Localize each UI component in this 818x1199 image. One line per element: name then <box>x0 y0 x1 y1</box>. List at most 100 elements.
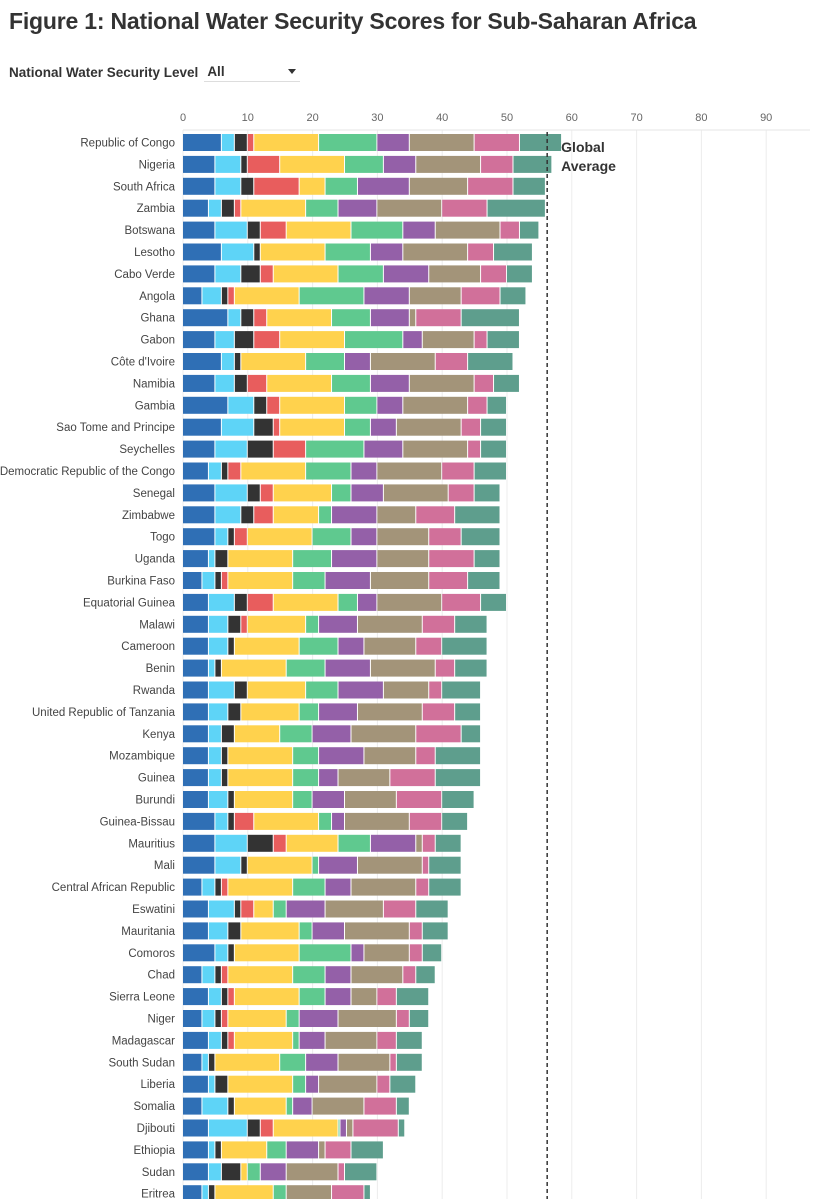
bar-segment <box>208 1053 215 1071</box>
bar-segment <box>215 550 228 568</box>
bar-segment <box>221 1141 267 1159</box>
bar-segment <box>208 637 228 655</box>
bar-segment <box>325 966 351 984</box>
bar-segment <box>183 1010 202 1027</box>
bar-segment <box>215 506 241 524</box>
bar-segment <box>254 177 299 195</box>
bar-segment <box>409 309 416 327</box>
bar-segment <box>183 1185 202 1199</box>
bar-segment <box>221 134 234 151</box>
bar-segment <box>215 1010 221 1027</box>
bar-segment <box>507 265 532 283</box>
bar-segment <box>234 287 299 305</box>
bar-segment <box>234 134 247 151</box>
bar-segment <box>260 243 325 261</box>
bar-segment <box>183 506 215 524</box>
bar-row: Sudan <box>142 1163 377 1181</box>
bar-segment <box>208 681 234 699</box>
bar-segment <box>319 703 357 721</box>
bar-segment <box>377 1031 396 1049</box>
bar-segment <box>215 484 247 502</box>
bar-segment <box>513 177 545 195</box>
bar-segment <box>500 287 526 305</box>
bar-row: United Republic of Tanzania <box>32 703 481 721</box>
bar-segment <box>351 528 377 546</box>
bar-segment <box>247 1163 260 1181</box>
bar-segment <box>228 922 241 940</box>
bar-row: Malawi <box>139 615 487 633</box>
country-label: Uganda <box>135 554 176 566</box>
bar-segment <box>370 572 429 589</box>
bar-segment <box>286 1141 319 1159</box>
bar-segment <box>183 134 221 151</box>
country-label: Namibia <box>133 378 176 390</box>
bar-segment <box>208 659 215 677</box>
bar-segment <box>325 243 370 261</box>
bar-segment <box>312 922 344 940</box>
country-label: South Africa <box>113 181 176 193</box>
country-label: Cameroon <box>121 641 175 653</box>
x-tick-label: 0 <box>180 112 186 124</box>
bar-row: Mali <box>154 856 461 874</box>
dropdown-selected-value: All <box>207 64 225 79</box>
bar-segment <box>422 944 442 962</box>
bar-segment <box>351 1141 383 1159</box>
bar-segment <box>183 1031 208 1049</box>
security-level-dropdown[interactable]: All <box>204 62 301 82</box>
bar-segment <box>183 681 208 699</box>
bar-segment <box>325 1031 377 1049</box>
bar-segment <box>215 966 221 984</box>
bar-segment <box>332 506 377 524</box>
country-label: Gabon <box>140 335 175 347</box>
bar-segment <box>364 637 416 655</box>
bar-segment <box>234 988 299 1006</box>
bar-segment <box>306 462 351 480</box>
bar-segment <box>416 900 448 918</box>
bar-segment <box>241 615 247 633</box>
bar-segment <box>247 615 306 633</box>
bar-segment <box>409 177 468 195</box>
country-label: Eritrea <box>141 1189 175 1199</box>
bar-segment <box>325 177 357 195</box>
bar-segment <box>215 944 228 962</box>
bar-segment <box>422 703 455 721</box>
bar-segment <box>325 988 351 1006</box>
bar-segment <box>422 331 474 349</box>
bar-segment <box>383 265 429 283</box>
bar-row: Central African Republic <box>52 878 461 896</box>
bar-segment <box>202 966 215 984</box>
bar-segment <box>299 944 351 962</box>
bar-segment <box>435 353 468 370</box>
bar-segment <box>215 834 247 852</box>
bar-segment <box>370 243 403 261</box>
bar-segment <box>357 856 422 874</box>
bar-segment <box>234 199 241 217</box>
bar-segment <box>338 1163 344 1181</box>
bar-segment <box>312 528 351 546</box>
bar-segment <box>364 440 403 458</box>
bar-row: Sierra Leone <box>109 988 429 1006</box>
bar-segment <box>202 1097 228 1115</box>
bar-segment <box>183 396 228 414</box>
bar-row: Kenya <box>142 725 481 743</box>
bar-segment <box>332 812 344 830</box>
bar-segment <box>442 791 474 808</box>
bar-segment <box>183 331 215 349</box>
bar-segment <box>416 309 461 327</box>
x-tick-label: 50 <box>501 112 513 124</box>
bar-segment <box>183 988 208 1006</box>
country-label: Democratic Republic of the Congo <box>0 466 175 478</box>
bar-row: Sao Tome and Principe <box>56 418 506 436</box>
bar-segment <box>228 528 234 546</box>
bar-segment <box>247 155 280 173</box>
bar-segment <box>487 199 545 217</box>
bar-segment <box>254 243 260 261</box>
bar-segment <box>234 353 241 370</box>
bar-segment <box>208 725 221 743</box>
bar-segment <box>299 703 319 721</box>
bar-segment <box>468 572 500 589</box>
country-label: Mali <box>154 860 175 872</box>
bar-segment <box>429 572 468 589</box>
bar-segment <box>494 374 519 392</box>
bar-segment <box>364 944 409 962</box>
